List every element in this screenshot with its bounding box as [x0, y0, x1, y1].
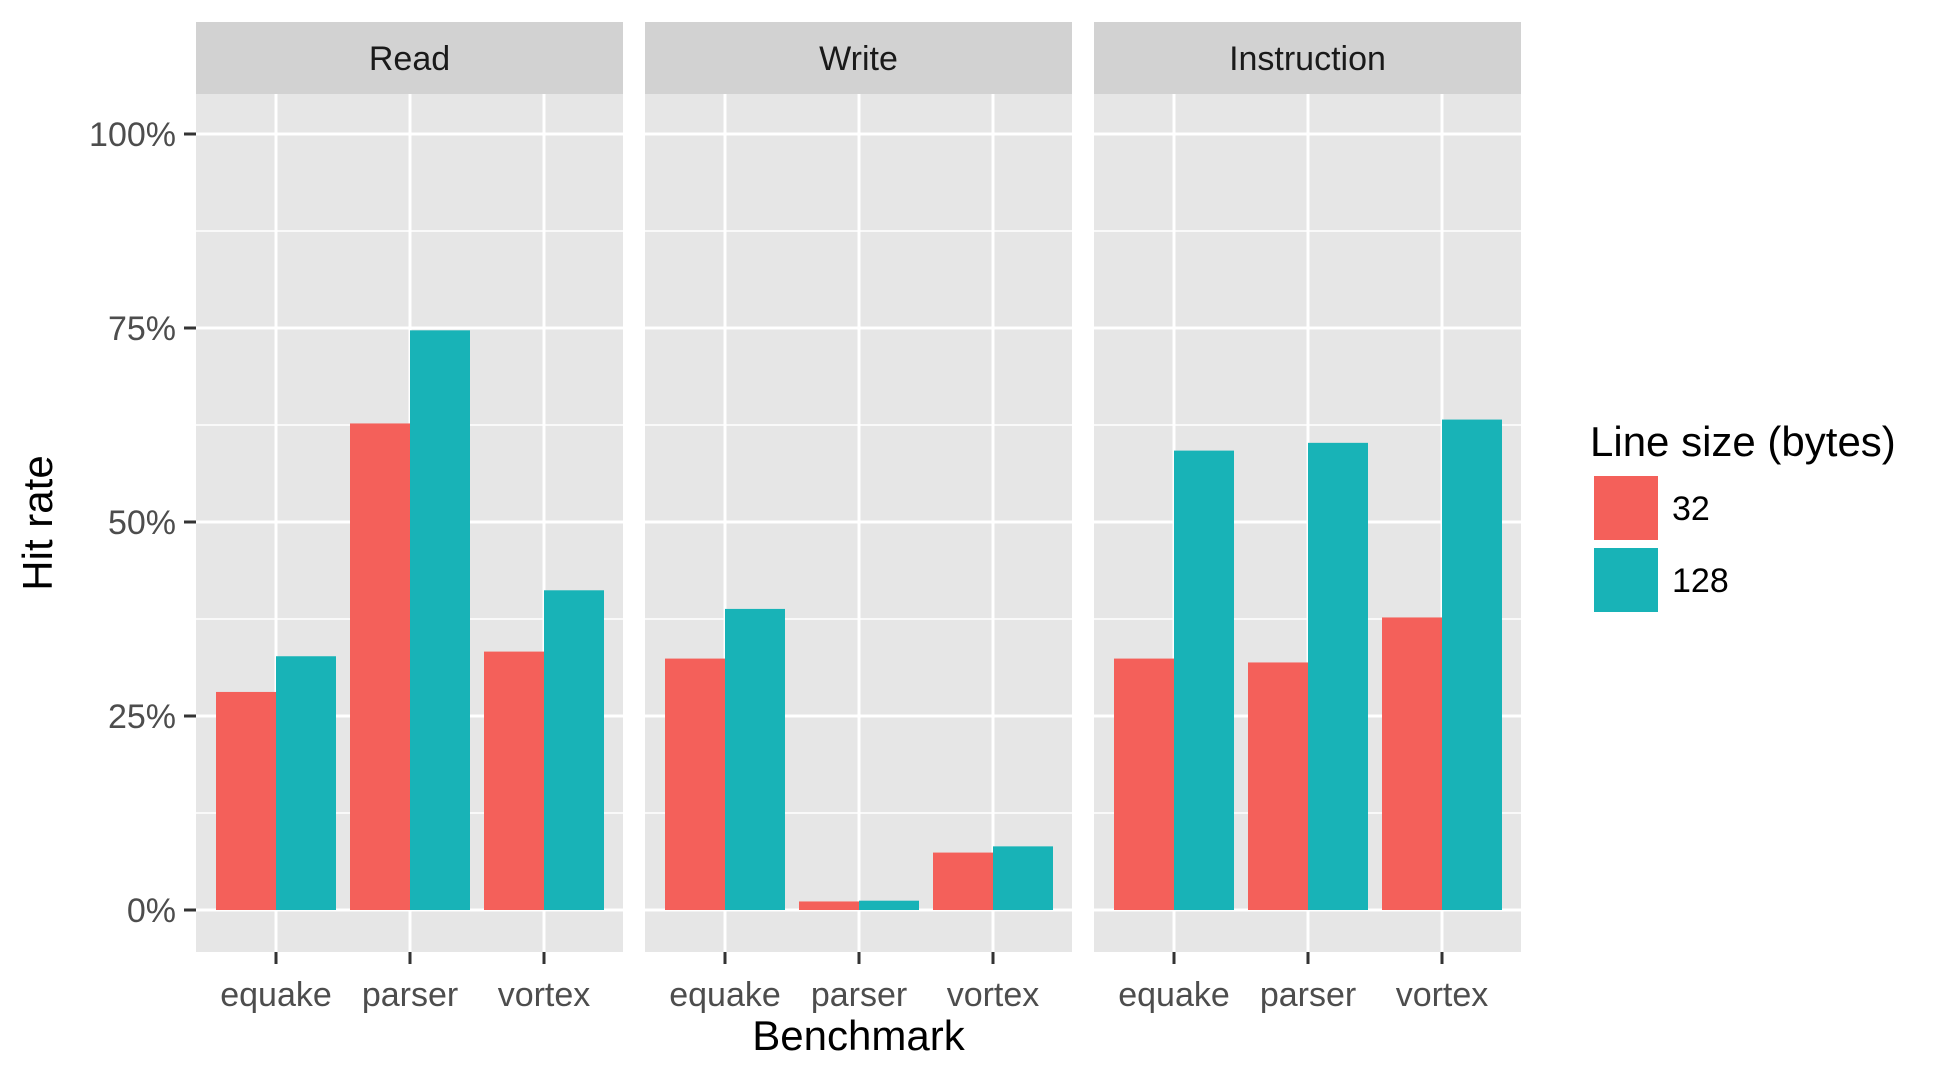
legend-label-128: 128 — [1672, 562, 1729, 600]
bar-write-parser-32 — [799, 901, 859, 910]
legend-title: Line size (bytes) — [1590, 418, 1896, 465]
bar-write-vortex-128 — [993, 846, 1053, 910]
bar-read-parser-32 — [350, 423, 410, 910]
x-tick-label: parser — [1260, 976, 1356, 1014]
bar-instruction-vortex-128 — [1442, 419, 1502, 910]
y-tick-label: 75% — [108, 310, 176, 348]
facet-panel-write: Write equake parser vortex — [645, 22, 1072, 1014]
bar-instruction-parser-32 — [1248, 662, 1308, 910]
bar-read-vortex-128 — [544, 590, 604, 910]
y-tick-label: 100% — [89, 116, 176, 154]
x-tick-label: vortex — [1396, 976, 1489, 1014]
bar-write-vortex-32 — [933, 852, 993, 910]
facet-strip-label: Write — [819, 40, 898, 78]
bar-write-parser-128 — [859, 900, 919, 910]
bar-read-vortex-32 — [484, 651, 544, 910]
x-axis-title: Benchmark — [752, 1012, 965, 1059]
facet-strip-label: Instruction — [1229, 40, 1386, 78]
bar-instruction-vortex-32 — [1382, 617, 1442, 910]
bar-read-equake-32 — [216, 691, 276, 910]
facet-strip-label: Read — [369, 40, 450, 78]
facet-strip — [196, 22, 623, 94]
x-tick-label: equake — [1118, 976, 1230, 1014]
x-tick-label: equake — [669, 976, 781, 1014]
bar-instruction-equake-128 — [1174, 450, 1234, 910]
x-tick-label: parser — [811, 976, 907, 1014]
legend: Line size (bytes) 32 128 — [1590, 418, 1896, 612]
legend-key-128 — [1594, 548, 1658, 612]
x-tick-label: vortex — [498, 976, 591, 1014]
y-axis-title: Hit rate — [14, 455, 61, 590]
y-tick-label: 0% — [127, 892, 176, 930]
facet-panel-read: Read equake parser vortex — [196, 22, 623, 1014]
facet-strip — [645, 22, 1072, 94]
x-tick-label: equake — [220, 976, 332, 1014]
legend-label-32: 32 — [1672, 490, 1710, 528]
y-tick-label: 50% — [108, 504, 176, 542]
x-tick-label: parser — [362, 976, 458, 1014]
bar-read-parser-128 — [410, 330, 470, 910]
y-tick-label: 25% — [108, 698, 176, 736]
facet-panel-instruction: Instruction equake parser vortex — [1094, 22, 1521, 1014]
bar-write-equake-128 — [725, 608, 785, 910]
bar-read-equake-128 — [276, 656, 336, 910]
bar-instruction-parser-128 — [1308, 442, 1368, 910]
bar-write-equake-32 — [665, 658, 725, 910]
bar-instruction-equake-32 — [1114, 658, 1174, 910]
legend-key-32 — [1594, 476, 1658, 540]
facet-strip — [1094, 22, 1521, 94]
x-tick-label: vortex — [947, 976, 1040, 1014]
